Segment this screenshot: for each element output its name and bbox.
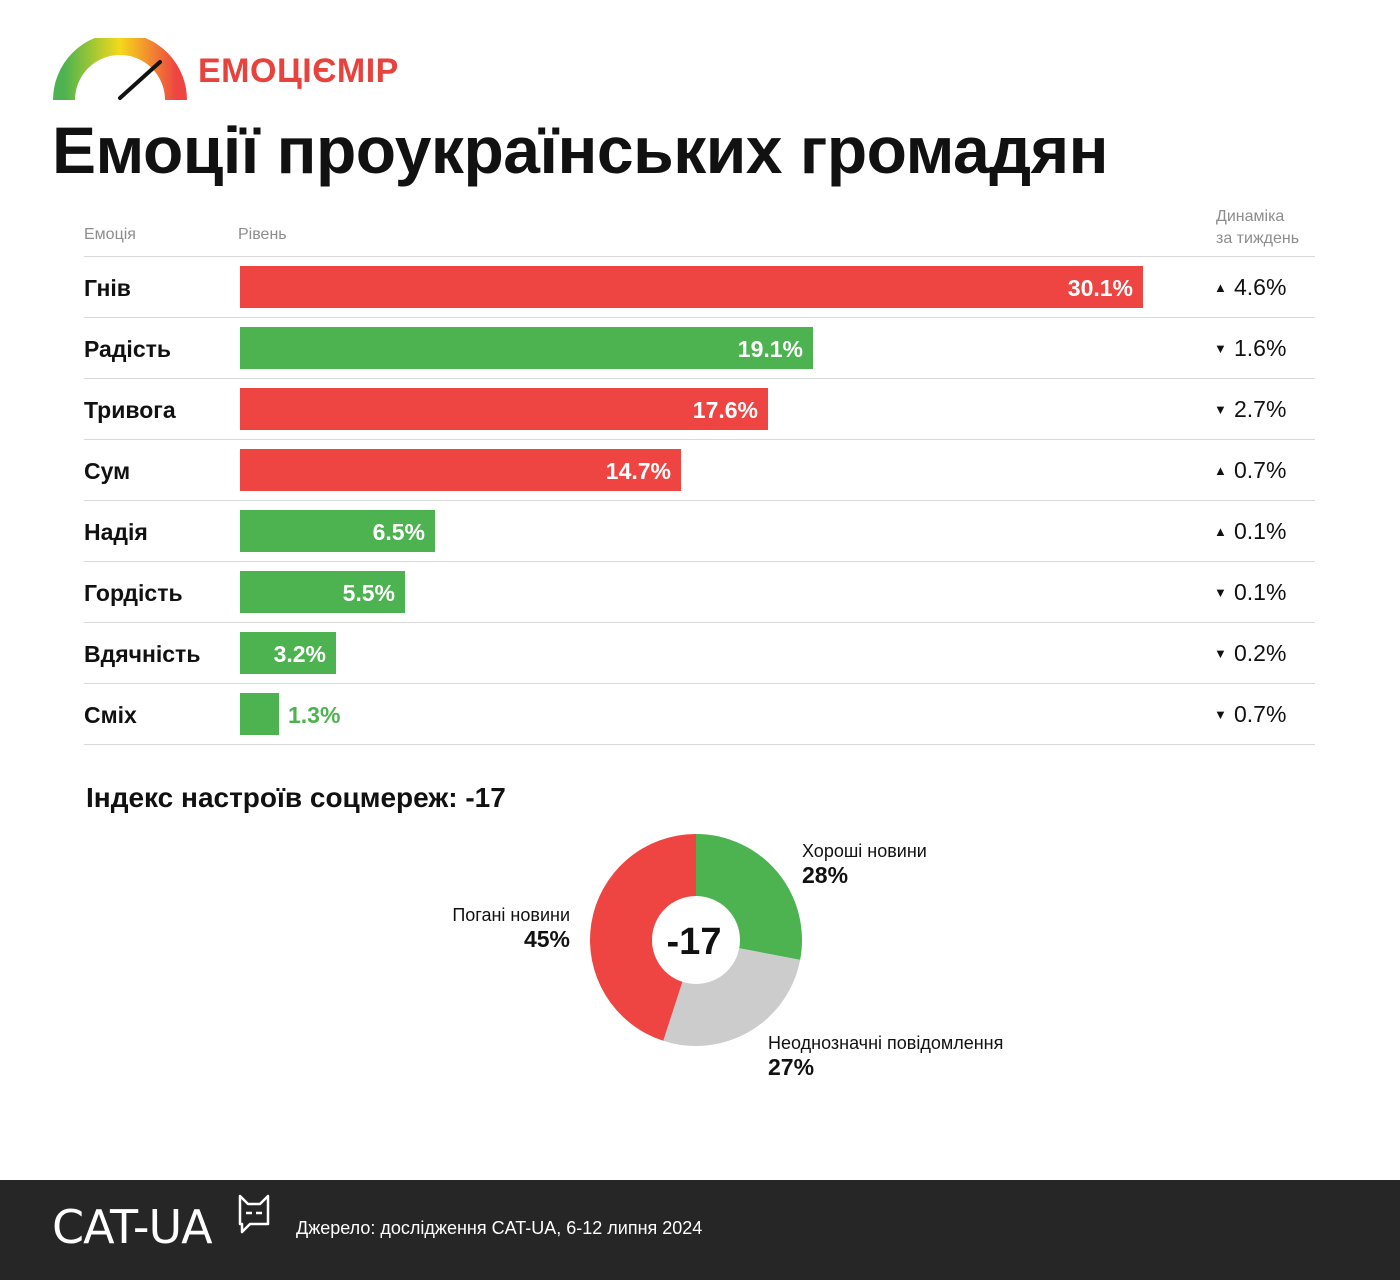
table-row: Гордість 5.5% ▼ 0.1%	[84, 561, 1315, 622]
table-row: Тривога 17.6% ▼ 2.7%	[84, 378, 1315, 439]
donut-hole	[652, 896, 740, 984]
bar	[240, 571, 405, 613]
column-header-emotion: Емоція	[84, 226, 136, 243]
weekly-change: ▼ 0.1%	[1214, 579, 1286, 606]
triangle-down-icon: ▼	[1214, 402, 1227, 417]
emotion-label: Гнів	[84, 275, 131, 301]
weekly-change-value: 2.7%	[1234, 396, 1287, 422]
weekly-change-value: 1.6%	[1234, 335, 1287, 361]
table-row: Радість 19.1% ▼ 1.6%	[84, 317, 1315, 378]
emotion-label: Сум	[84, 458, 131, 484]
page-title: Емоції проукраїнських громадян	[52, 113, 1109, 187]
emotion-label: Сміх	[84, 702, 137, 728]
slice-label-ambiguous-name: Неоднозначні повідомлення	[768, 1033, 1004, 1053]
bar-value-label: 30.1%	[1067, 275, 1133, 301]
bar	[240, 266, 1143, 308]
slice-label-bad-news: Погані новини 45%	[452, 903, 570, 951]
footer: CAT-UA Джерело: дослідження CAT-UA, 6-12…	[0, 1180, 1400, 1280]
column-header-dynamics: Динаміка за тиждень	[1216, 206, 1299, 250]
bar	[240, 693, 279, 735]
emociemir-gauge-logo	[53, 38, 187, 101]
weekly-change: ▼ 2.7%	[1214, 396, 1286, 423]
column-header-dynamics-line2: за тиждень	[1216, 230, 1300, 247]
cat-speech-icon	[238, 1194, 270, 1234]
weekly-change: ▼ 1.6%	[1214, 335, 1286, 362]
weekly-change-value: 0.1%	[1234, 518, 1287, 544]
weekly-change-value: 0.7%	[1234, 457, 1287, 483]
bar	[240, 388, 768, 430]
table-row: Надія 6.5% ▲ 0.1%	[84, 500, 1315, 561]
weekly-change-value: 4.6%	[1234, 274, 1287, 300]
bar-value-label: 3.2%	[273, 641, 326, 667]
column-header-dynamics-line1: Динаміка	[1216, 208, 1285, 225]
table-row: Вдячність 3.2% ▼ 0.2%	[84, 622, 1315, 683]
emotion-label: Радість	[84, 336, 172, 362]
triangle-down-icon: ▼	[1214, 646, 1227, 661]
weekly-change: ▲ 4.6%	[1214, 274, 1286, 301]
brand-name: ЕМОЦІЄМІР	[198, 52, 399, 90]
emotion-label: Тривога	[84, 397, 176, 423]
slice-label-good-news-value: 28%	[802, 862, 849, 888]
triangle-down-icon: ▼	[1214, 341, 1227, 356]
slice-label-ambiguous: Неоднозначні повідомлення 27%	[768, 1031, 1003, 1079]
sentiment-index-title: Індекс настроїв соцмереж: -17	[86, 782, 506, 813]
donut-slice	[590, 834, 696, 1041]
bar-value-label: 1.3%	[288, 702, 341, 728]
triangle-up-icon: ▲	[1214, 524, 1227, 539]
slice-label-good-news: Хороші новини 28%	[802, 839, 927, 887]
triangle-down-icon: ▼	[1214, 707, 1227, 722]
triangle-up-icon: ▲	[1214, 463, 1227, 478]
bar-value-label: 5.5%	[342, 580, 395, 606]
bar	[240, 327, 813, 369]
triangle-up-icon: ▲	[1214, 280, 1227, 295]
bar	[240, 632, 336, 674]
emotion-bar-chart: Гнів 30.1% ▲ 4.6% Радість 19.1% ▼ 1.6% Тривога 17…	[84, 256, 1315, 745]
bar-value-label: 19.1%	[737, 336, 803, 362]
weekly-change-value: 0.2%	[1234, 640, 1287, 666]
weekly-change: ▲ 0.1%	[1214, 518, 1286, 545]
weekly-change-value: 0.1%	[1234, 579, 1287, 605]
slice-label-bad-news-name: Погані новини	[452, 905, 570, 925]
slice-label-ambiguous-value: 27%	[768, 1054, 815, 1080]
weekly-change: ▼ 0.7%	[1214, 701, 1286, 728]
bar	[240, 510, 435, 552]
weekly-change: ▲ 0.7%	[1214, 457, 1286, 484]
donut-center-value: -17	[667, 921, 722, 963]
triangle-down-icon: ▼	[1214, 585, 1227, 600]
slice-label-good-news-name: Хороші новини	[802, 841, 927, 861]
weekly-change-value: 0.7%	[1234, 701, 1287, 727]
bar	[240, 449, 681, 491]
bar-value-label: 14.7%	[605, 458, 671, 484]
table-row: Сум 14.7% ▲ 0.7%	[84, 439, 1315, 500]
weekly-change: ▼ 0.2%	[1214, 640, 1286, 667]
slice-label-bad-news-value: 45%	[523, 926, 570, 952]
emotion-label: Вдячність	[84, 641, 201, 667]
bar-value-label: 17.6%	[692, 397, 758, 423]
emotion-label: Надія	[84, 519, 148, 545]
column-header-level: Рівень	[238, 226, 287, 243]
table-row: Гнів 30.1% ▲ 4.6%	[84, 256, 1315, 317]
source-note: Джерело: дослідження CAT-UA, 6-12 липня …	[296, 1218, 703, 1238]
emotion-label: Гордість	[84, 580, 183, 606]
bar-value-label: 6.5%	[372, 519, 425, 545]
cat-ua-logo: CAT-UA	[52, 1200, 213, 1254]
sentiment-donut-chart: -17	[590, 834, 802, 1046]
table-row: Сміх 1.3% ▼ 0.7%	[84, 683, 1315, 745]
